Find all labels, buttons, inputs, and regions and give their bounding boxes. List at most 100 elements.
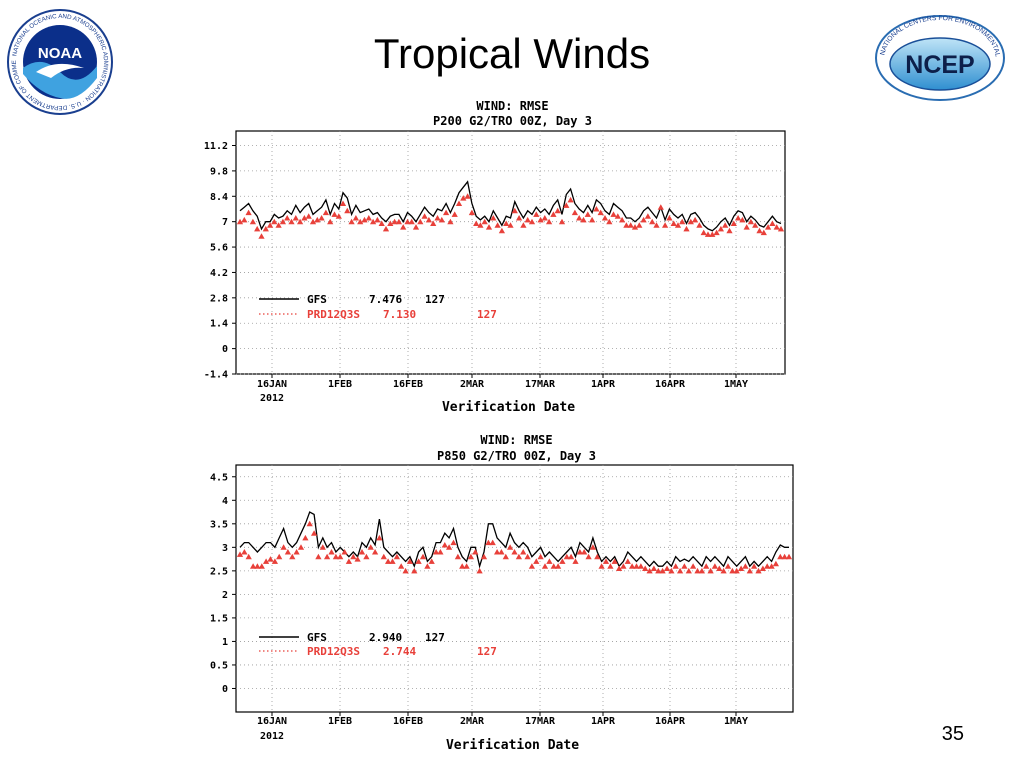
data-point-prd12q3s xyxy=(267,556,274,562)
data-point-prd12q3s xyxy=(515,214,523,221)
data-point-prd12q3s xyxy=(524,553,531,560)
data-point-prd12q3s xyxy=(266,222,274,228)
data-point-prd12q3s xyxy=(598,563,605,569)
x-tick-label: 16APR xyxy=(655,379,686,390)
data-point-prd12q3s xyxy=(649,218,656,225)
data-point-prd12q3s xyxy=(628,563,636,569)
data-point-prd12q3s xyxy=(550,211,557,217)
x-tick-label: 17MAR xyxy=(525,379,556,390)
data-point-prd12q3s xyxy=(572,558,579,564)
x-tick-label: 1APR xyxy=(591,379,616,390)
data-point-prd12q3s xyxy=(391,218,398,225)
data-point-prd12q3s xyxy=(668,567,675,574)
data-point-prd12q3s xyxy=(716,565,723,571)
data-point-prd12q3s xyxy=(515,553,523,560)
data-point-prd12q3s xyxy=(254,225,261,232)
data-point-prd12q3s xyxy=(734,214,742,221)
data-point-prd12q3s xyxy=(528,218,536,225)
data-point-prd12q3s xyxy=(447,218,454,225)
data-point-prd12q3s xyxy=(724,563,732,569)
data-point-prd12q3s xyxy=(541,563,549,569)
noaa-logo: NATIONAL OCEANIC AND ATMOSPHERIC ADMINIS… xyxy=(6,8,113,115)
data-point-prd12q3s xyxy=(314,216,321,223)
data-point-prd12q3s xyxy=(689,563,697,569)
data-point-prd12q3s xyxy=(421,213,428,219)
data-point-prd12q3s xyxy=(546,558,553,564)
data-point-prd12q3s xyxy=(322,209,330,216)
data-point-prd12q3s xyxy=(463,563,470,569)
data-point-prd12q3s xyxy=(769,220,776,226)
data-point-prd12q3s xyxy=(335,213,342,219)
data-point-prd12q3s xyxy=(315,553,322,560)
data-point-prd12q3s xyxy=(318,214,325,221)
data-point-prd12q3s xyxy=(571,209,579,216)
data-point-prd12q3s xyxy=(584,211,591,217)
data-point-prd12q3s xyxy=(279,218,287,225)
data-point-prd12q3s xyxy=(341,548,348,555)
data-point-prd12q3s xyxy=(464,193,471,199)
data-point-prd12q3s xyxy=(296,218,304,225)
y-tick-label: 3.5 xyxy=(210,519,228,530)
y-tick-label: 2.8 xyxy=(210,293,228,304)
data-point-prd12q3s xyxy=(236,551,244,557)
x-tick-label: 2MAR xyxy=(460,716,485,727)
data-point-prd12q3s xyxy=(494,222,501,228)
legend-count: 127 xyxy=(477,308,497,321)
data-point-prd12q3s xyxy=(445,544,453,550)
data-point-prd12q3s xyxy=(606,218,613,225)
y-tick-label: 1.5 xyxy=(210,613,228,624)
data-point-prd12q3s xyxy=(730,220,737,226)
data-point-prd12q3s xyxy=(245,209,252,216)
data-point-prd12q3s xyxy=(352,214,360,221)
data-point-prd12q3s xyxy=(402,567,409,574)
legend-value: 7.130 xyxy=(383,308,416,321)
data-point-prd12q3s xyxy=(382,225,390,232)
data-point-prd12q3s xyxy=(777,553,784,560)
data-point-prd12q3s xyxy=(477,222,484,228)
data-point-prd12q3s xyxy=(451,211,458,217)
data-point-prd12q3s xyxy=(541,214,548,221)
series-markers-prd12q3s xyxy=(236,193,785,239)
data-point-prd12q3s xyxy=(729,567,736,574)
data-point-prd12q3s xyxy=(337,553,344,560)
data-point-prd12q3s xyxy=(408,218,415,225)
data-point-prd12q3s xyxy=(476,567,483,574)
data-point-prd12q3s xyxy=(430,220,437,226)
data-point-prd12q3s xyxy=(387,220,394,226)
data-point-prd12q3s xyxy=(746,567,753,574)
data-point-prd12q3s xyxy=(764,224,772,230)
data-point-prd12q3s xyxy=(280,544,287,550)
data-point-prd12q3s xyxy=(411,567,418,574)
data-point-prd12q3s xyxy=(419,553,427,560)
y-tick-label: 8.4 xyxy=(210,192,228,203)
legend-label: PRD12Q3S xyxy=(307,645,360,658)
data-point-prd12q3s xyxy=(627,222,634,228)
data-point-prd12q3s xyxy=(459,563,466,569)
data-point-prd12q3s xyxy=(717,225,725,232)
data-point-prd12q3s xyxy=(302,534,309,541)
data-point-prd12q3s xyxy=(687,218,694,225)
series-line-gfs xyxy=(239,511,789,569)
data-point-prd12q3s xyxy=(472,548,479,555)
data-point-prd12q3s xyxy=(297,544,305,550)
data-point-prd12q3s xyxy=(709,231,716,237)
y-tick-label: 3 xyxy=(222,543,228,554)
x-tick-label: 17MAR xyxy=(525,716,556,727)
x-tick-label: 16FEB xyxy=(393,716,423,727)
data-point-prd12q3s xyxy=(672,563,679,569)
data-point-prd12q3s xyxy=(674,222,682,228)
data-point-prd12q3s xyxy=(640,216,647,223)
data-point-prd12q3s xyxy=(254,563,261,569)
data-point-prd12q3s xyxy=(726,227,733,234)
data-point-prd12q3s xyxy=(676,567,684,574)
data-point-prd12q3s xyxy=(485,539,492,546)
legend-value: 7.476 xyxy=(369,293,402,306)
data-point-prd12q3s xyxy=(520,222,527,228)
data-point-prd12q3s xyxy=(258,563,265,569)
data-point-prd12q3s xyxy=(284,548,292,555)
data-point-prd12q3s xyxy=(442,209,450,216)
data-point-prd12q3s xyxy=(309,218,317,225)
x-year-label: 2012 xyxy=(260,393,284,404)
data-point-prd12q3s xyxy=(331,211,338,217)
data-point-prd12q3s xyxy=(358,548,366,555)
